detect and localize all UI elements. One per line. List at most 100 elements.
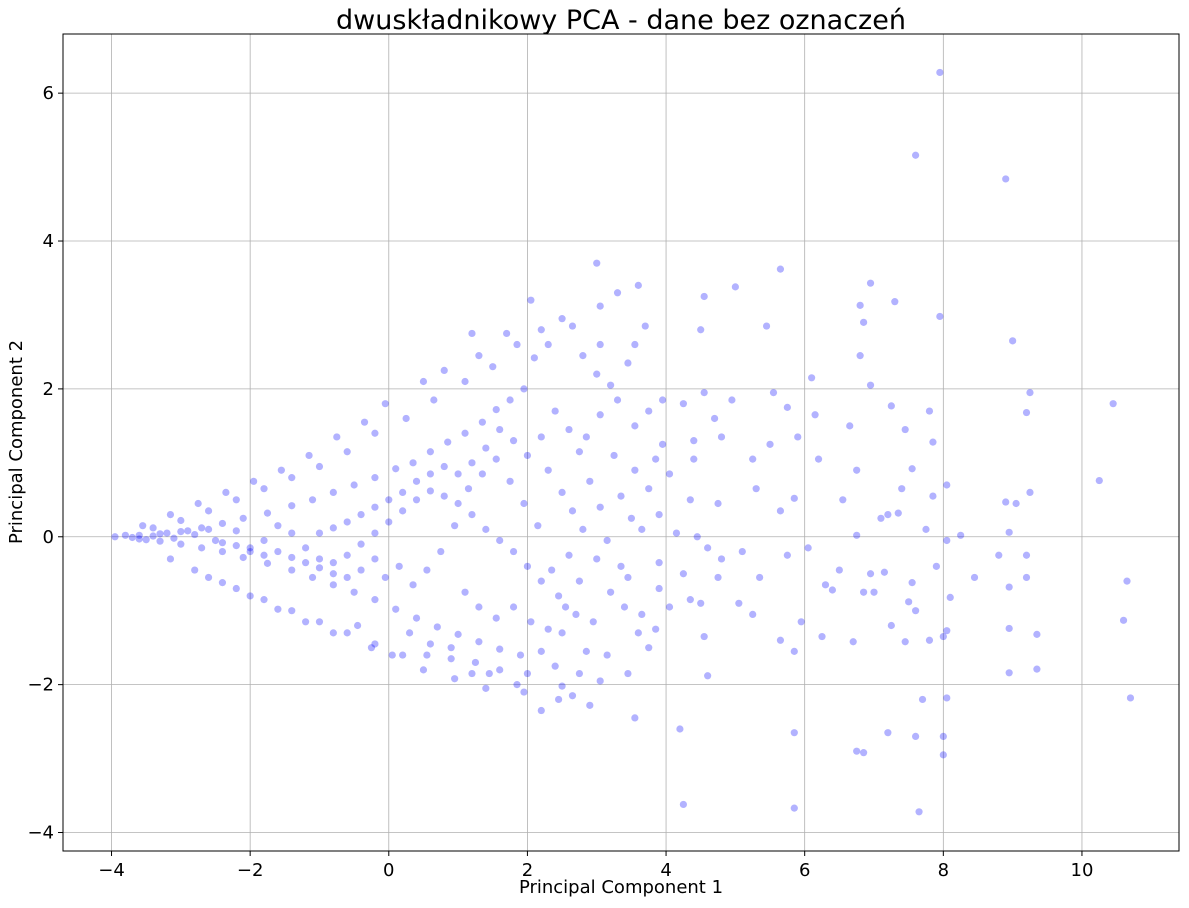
scatter-point: [537, 706, 545, 715]
scatter-point: [558, 315, 566, 323]
scatter-point: [558, 682, 566, 690]
scatter-point: [922, 525, 930, 533]
scatter-point: [274, 605, 282, 613]
scatter-point: [995, 551, 1003, 559]
scatter-point: [468, 459, 476, 467]
scatter-point: [461, 429, 469, 437]
scatter-point: [250, 477, 258, 485]
scatter-point: [572, 610, 580, 619]
scatter-point: [409, 581, 417, 589]
scatter-point: [634, 629, 642, 637]
scatter-point: [568, 507, 577, 515]
scatter-point: [866, 570, 875, 578]
scatter-point: [492, 614, 500, 622]
scatter-point: [426, 448, 434, 456]
scatter-point: [121, 531, 129, 539]
scatter-point: [260, 596, 268, 604]
scatter-point: [710, 414, 719, 423]
scatter-point: [371, 429, 379, 437]
scatter-point: [218, 579, 227, 587]
scatter-point: [426, 640, 434, 648]
scatter-point: [405, 629, 414, 637]
scatter-point: [828, 586, 837, 594]
scatter-point: [679, 400, 687, 408]
scatter-point: [596, 503, 604, 511]
scatter-point: [315, 529, 324, 537]
scatter-point: [901, 638, 909, 646]
scatter-point: [315, 564, 324, 572]
scatter-point: [454, 470, 462, 478]
scatter-point: [925, 407, 934, 415]
scatter-point: [790, 729, 798, 737]
scatter-point: [679, 800, 687, 809]
scatter-point: [1005, 624, 1013, 633]
scatter-point: [204, 573, 213, 582]
y-tick-label: 2: [43, 379, 54, 400]
scatter-point: [617, 492, 625, 500]
scatter-point: [565, 551, 573, 559]
scatter-point: [943, 481, 951, 489]
scatter-point: [288, 566, 296, 574]
scatter-point: [343, 551, 351, 559]
scatter-point: [468, 510, 476, 519]
scatter-point: [808, 374, 816, 382]
scatter-point: [426, 487, 434, 495]
scatter-point: [357, 566, 365, 574]
scatter-point: [166, 510, 175, 519]
scatter-point: [302, 559, 310, 567]
scatter-point: [315, 555, 324, 563]
scatter-point: [315, 462, 324, 471]
scatter-point: [308, 496, 317, 504]
scatter-point: [925, 636, 934, 644]
scatter-point: [690, 437, 698, 445]
scatter-point: [430, 396, 438, 404]
scatter-point: [128, 533, 136, 542]
scatter-point: [1033, 665, 1041, 673]
scatter-point: [177, 516, 185, 525]
scatter-point: [912, 607, 920, 615]
scatter-point: [918, 695, 927, 704]
scatter-point: [329, 559, 337, 567]
scatter-point: [239, 514, 247, 522]
scatter-point: [419, 666, 428, 674]
scatter-point: [856, 301, 864, 309]
scatter-point: [568, 692, 577, 700]
scatter-point: [672, 529, 681, 537]
scatter-point: [527, 296, 535, 304]
scatter-point: [943, 694, 951, 702]
scatter-point: [222, 488, 230, 497]
scatter-point: [596, 677, 604, 685]
scatter-point: [471, 658, 480, 667]
scatter-point: [149, 532, 157, 540]
scatter-point: [586, 477, 594, 485]
scatter-point: [1022, 408, 1031, 417]
scatter-point: [652, 625, 660, 633]
scatter-point: [354, 621, 362, 630]
scatter-point: [1005, 669, 1013, 677]
scatter-point: [700, 388, 708, 397]
scatter-point: [946, 593, 954, 602]
scatter-point: [735, 599, 743, 607]
scatter-point: [804, 544, 812, 552]
scatter-point: [218, 519, 227, 528]
scatter-point: [880, 568, 889, 576]
scatter-point: [523, 669, 532, 678]
scatter-point: [163, 529, 171, 537]
scatter-point: [357, 510, 365, 519]
scatter-point: [558, 488, 566, 497]
scatter-point: [613, 289, 622, 297]
scatter-point: [908, 579, 916, 587]
scatter-point: [714, 573, 722, 582]
scatter-point: [492, 406, 500, 414]
scatter-point: [544, 466, 552, 474]
scatter-point: [274, 522, 282, 530]
scatter-point: [392, 605, 400, 613]
scatter-point: [135, 535, 143, 543]
scatter-point: [329, 488, 337, 497]
scatter-point: [232, 584, 240, 593]
scatter-point: [853, 531, 861, 539]
scatter-point: [371, 640, 379, 648]
scatter-point: [475, 638, 483, 646]
scatter-point: [509, 603, 518, 611]
scatter-point: [399, 651, 407, 659]
